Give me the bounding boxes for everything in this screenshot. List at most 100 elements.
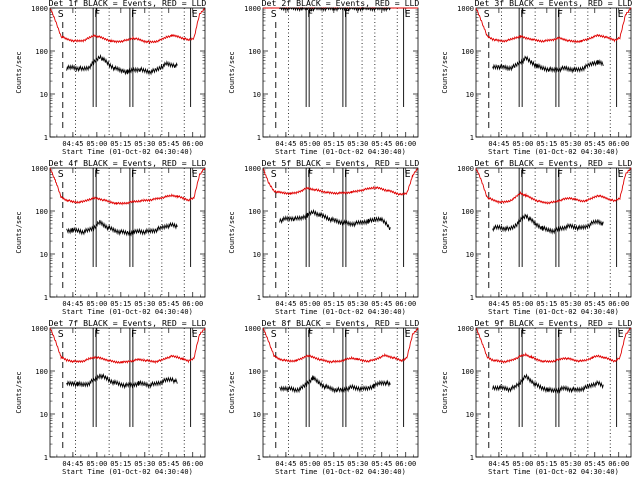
y-tick-label: 1000 xyxy=(31,325,48,333)
x-tick-label: 06:00 xyxy=(395,300,416,308)
y-tick-label: 100 xyxy=(35,208,48,216)
marker-label: F xyxy=(520,169,526,180)
y-tick-label: 100 xyxy=(461,368,474,376)
x-tick-label: 05:30 xyxy=(347,460,368,468)
x-tick-label: 06:00 xyxy=(182,140,203,148)
detector-panel: Det 4f BLACK = Events, RED = LLD 1 10 100 10… xyxy=(0,158,213,320)
x-tick-label: 05:15 xyxy=(323,300,344,308)
x-tick-label: 05:00 xyxy=(512,460,533,468)
y-tick-label: 1000 xyxy=(244,165,261,173)
x-tick-label: 05:45 xyxy=(584,300,605,308)
series-line xyxy=(475,328,631,365)
x-tick-label: 05:15 xyxy=(110,460,131,468)
x-tick-label: 05:45 xyxy=(158,140,179,148)
y-tick-label: 100 xyxy=(461,48,474,56)
series-line xyxy=(279,208,391,231)
x-tick-label: 05:30 xyxy=(347,300,368,308)
panel-chart: Det 2f BLACK = Events, RED = LLD 1 10 100 10… xyxy=(228,0,419,156)
x-axis-label: Start Time (01-Oct-02 04:30:40) xyxy=(62,148,193,156)
marker-label: F xyxy=(307,169,313,180)
marker-label: S xyxy=(58,9,64,20)
y-tick-label: 10 xyxy=(253,411,261,419)
x-tick-label: 05:00 xyxy=(299,460,320,468)
y-tick-label: 100 xyxy=(35,48,48,56)
marker-label: F xyxy=(557,9,563,20)
x-axis-label: Start Time (01-Oct-02 04:30:40) xyxy=(488,148,619,156)
y-tick-label: 10 xyxy=(466,251,474,259)
x-tick-label: 05:15 xyxy=(323,140,344,148)
chart-title: Det 5f BLACK = Events, RED = LLD xyxy=(262,158,420,168)
x-tick-label: 05:30 xyxy=(347,140,368,148)
y-tick-label: 10 xyxy=(466,411,474,419)
detector-panel: Det 9f BLACK = Events, RED = LLD 1 10 100 10… xyxy=(426,318,639,480)
x-tick-label: 06:00 xyxy=(182,460,203,468)
marker-label: S xyxy=(271,9,277,20)
panel-chart: Det 4f BLACK = Events, RED = LLD 1 10 100 10… xyxy=(15,158,207,316)
marker-label: E xyxy=(192,9,198,20)
marker-label: E xyxy=(618,169,624,180)
y-tick-label: 10 xyxy=(466,91,474,99)
x-tick-label: 06:00 xyxy=(608,300,629,308)
series-lld xyxy=(475,328,631,365)
y-tick-label: 1 xyxy=(257,454,261,462)
y-axis-label: Counts/sec xyxy=(15,211,23,253)
marker-label: F xyxy=(131,9,137,20)
y-tick-label: 10 xyxy=(253,91,261,99)
plot-frame xyxy=(49,167,206,298)
series-events xyxy=(279,6,391,12)
plot-frame xyxy=(262,7,419,138)
marker-label: F xyxy=(131,169,137,180)
series-line xyxy=(49,8,206,45)
x-tick-label: 05:45 xyxy=(371,460,392,468)
marker-label: S xyxy=(271,169,277,180)
x-tick-label: 05:45 xyxy=(584,140,605,148)
y-tick-label: 1 xyxy=(257,294,261,302)
detector-panel: Det 6f BLACK = Events, RED = LLD 1 10 100 10… xyxy=(426,158,639,320)
x-tick-label: 05:00 xyxy=(512,140,533,148)
marker-label: F xyxy=(307,329,313,340)
x-tick-label: 04:45 xyxy=(62,140,83,148)
marker-label: E xyxy=(405,329,411,340)
x-tick-label: 05:45 xyxy=(371,140,392,148)
detector-panel: Det 2f BLACK = Events, RED = LLD 1 10 100 10… xyxy=(213,0,426,160)
y-tick-label: 1000 xyxy=(31,5,48,13)
series-lld xyxy=(475,167,631,205)
x-axis-label: Start Time (01-Oct-02 04:30:40) xyxy=(488,308,619,316)
y-tick-label: 1000 xyxy=(244,325,261,333)
y-axis-label: Counts/sec xyxy=(441,211,449,253)
x-axis-label: Start Time (01-Oct-02 04:30:40) xyxy=(275,308,406,316)
x-tick-label: 05:45 xyxy=(584,460,605,468)
marker-label: F xyxy=(131,329,137,340)
series-events xyxy=(279,208,391,231)
y-tick-label: 1 xyxy=(257,134,261,142)
x-tick-label: 04:45 xyxy=(275,460,296,468)
panel-chart: Det 1f BLACK = Events, RED = LLD 1 10 100 10… xyxy=(15,0,206,156)
x-tick-label: 05:00 xyxy=(299,140,320,148)
x-tick-label: 06:00 xyxy=(395,460,416,468)
plot-frame xyxy=(475,7,632,138)
series-line xyxy=(475,7,631,44)
x-axis-label: Start Time (01-Oct-02 04:30:40) xyxy=(275,468,406,476)
series-line xyxy=(262,168,419,196)
detector-panel: Det 8f BLACK = Events, RED = LLD 1 10 100 10… xyxy=(213,318,426,480)
chart-title: Det 3f BLACK = Events, RED = LLD xyxy=(475,0,633,8)
x-tick-label: 05:00 xyxy=(86,460,107,468)
series-lld xyxy=(475,7,631,44)
x-tick-label: 05:00 xyxy=(86,140,107,148)
chart-title: Det 4f BLACK = Events, RED = LLD xyxy=(49,158,207,168)
series-lld xyxy=(262,168,419,196)
series-line xyxy=(492,55,604,74)
x-tick-label: 04:45 xyxy=(488,460,509,468)
marker-label: S xyxy=(271,329,277,340)
y-tick-label: 1 xyxy=(470,134,474,142)
marker-label: F xyxy=(307,9,313,20)
y-tick-label: 1000 xyxy=(31,165,48,173)
marker-label: S xyxy=(58,169,64,180)
series-events xyxy=(66,53,178,76)
x-tick-label: 04:45 xyxy=(62,460,83,468)
x-tick-label: 05:00 xyxy=(512,300,533,308)
panel-chart: Det 5f BLACK = Events, RED = LLD 1 10 100 10… xyxy=(228,158,420,316)
panel-chart: Det 6f BLACK = Events, RED = LLD 1 10 100 10… xyxy=(441,158,632,316)
x-tick-label: 06:00 xyxy=(395,140,416,148)
